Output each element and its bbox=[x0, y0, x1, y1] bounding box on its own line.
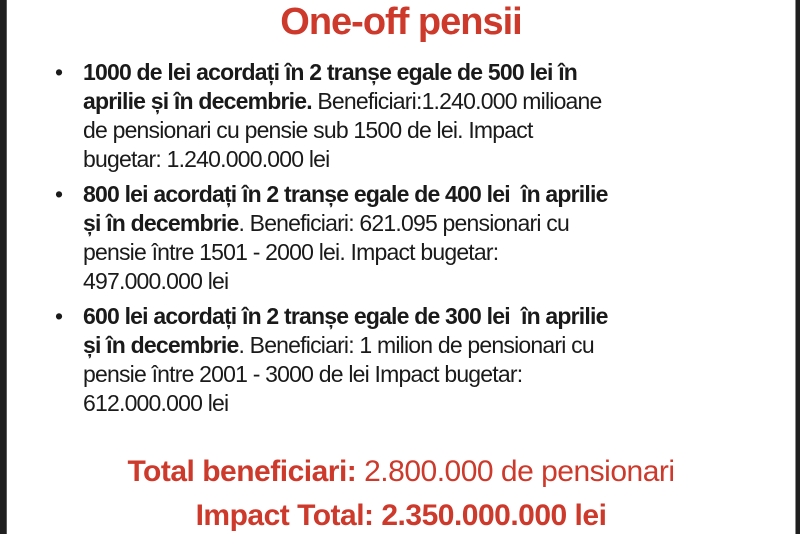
total-impact-text: Impact Total: 2.350.000.000 lei bbox=[195, 499, 607, 532]
bullet-text-regular: pensie între 1501 - 2000 lei. Impact bug… bbox=[83, 239, 499, 265]
bullet-item-2: • 800 lei acordați în 2 tranșe egale de … bbox=[55, 180, 770, 296]
total-beneficiaries-label: Total beneficiari: bbox=[127, 455, 357, 488]
bullet-item-1: • 1000 de lei acordați în 2 tranșe egale… bbox=[55, 58, 770, 174]
bullet-line: bugetar: 1.240.000.000 lei bbox=[83, 145, 770, 174]
bullet-line: de pensionari cu pensie sub 1500 de lei.… bbox=[83, 116, 770, 145]
bullet-text-bold: aprilie și în decembrie. bbox=[83, 88, 313, 114]
bullet-line: și în decembrie. Beneficiari: 621.095 pe… bbox=[83, 209, 770, 238]
bullet-text-bold: și în decembrie bbox=[83, 210, 239, 236]
total-beneficiaries-value: 2.800.000 de pensionari bbox=[356, 455, 675, 488]
bullet-text-regular: 612.000.000 lei bbox=[83, 390, 229, 416]
bullet-icon: • bbox=[55, 303, 63, 329]
bullet-icon: • bbox=[55, 59, 63, 85]
total-beneficiaries-line: Total beneficiari: 2.800.000 de pensiona… bbox=[7, 450, 795, 494]
bullet-text-bold: și în decembrie bbox=[83, 332, 239, 358]
totals-block: Total beneficiari: 2.800.000 de pensiona… bbox=[7, 450, 795, 534]
bullet-line: 612.000.000 lei bbox=[83, 389, 770, 418]
bullet-line: pensie între 1501 - 2000 lei. Impact bug… bbox=[83, 238, 770, 267]
bullet-text-regular: . Beneficiari: 1 milion de pensionari cu bbox=[238, 332, 594, 358]
bullet-line: aprilie și în decembrie. Beneficiari:1.2… bbox=[83, 87, 770, 116]
bullet-text-regular: de pensionari cu pensie sub 1500 de lei.… bbox=[83, 117, 533, 143]
bullet-text-bold: 1000 de lei acordați în 2 tranșe egale d… bbox=[83, 59, 578, 85]
bullet-text-bold: 800 lei acordați în 2 tranșe egale de 40… bbox=[83, 181, 608, 207]
bullet-line: pensie între 2001 - 3000 de lei Impact b… bbox=[83, 360, 770, 389]
slide-title: One-off pensii bbox=[280, 1, 522, 43]
bullet-line: 1000 de lei acordați în 2 tranșe egale d… bbox=[83, 58, 770, 87]
left-frame-bar bbox=[0, 0, 7, 534]
bullet-item-3: • 600 lei acordați în 2 tranșe egale de … bbox=[55, 302, 770, 418]
bullet-line: și în decembrie. Beneficiari: 1 milion d… bbox=[83, 331, 770, 360]
bullet-line: 497.000.000 lei bbox=[83, 267, 770, 296]
bullet-text-regular: . Beneficiari: 621.095 pensionari cu bbox=[238, 210, 569, 236]
right-frame-bar bbox=[795, 0, 800, 534]
bullet-line: 600 lei acordați în 2 tranșe egale de 30… bbox=[83, 302, 770, 331]
bullet-text-regular: pensie între 2001 - 3000 de lei Impact b… bbox=[83, 361, 523, 387]
bullet-text-regular: bugetar: 1.240.000.000 lei bbox=[83, 146, 330, 172]
bullet-icon: • bbox=[55, 181, 63, 207]
bullet-line: 800 lei acordați în 2 tranșe egale de 40… bbox=[83, 180, 770, 209]
bullet-text-regular: Beneficiari:1.240.000 milioane bbox=[311, 88, 602, 114]
total-impact-line: Impact Total: 2.350.000.000 lei bbox=[7, 494, 795, 534]
bullet-text-bold: 600 lei acordați în 2 tranșe egale de 30… bbox=[83, 303, 608, 329]
bullet-text-regular: 497.000.000 lei bbox=[83, 268, 229, 294]
bullet-list: • 1000 de lei acordați în 2 tranșe egale… bbox=[55, 58, 770, 424]
